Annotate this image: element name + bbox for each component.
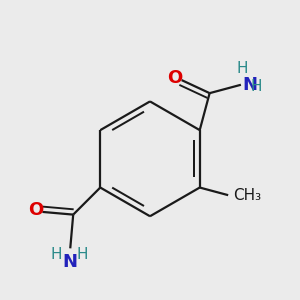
Text: H: H xyxy=(250,79,262,94)
Text: N: N xyxy=(242,76,257,94)
Text: H: H xyxy=(77,247,88,262)
Text: N: N xyxy=(63,253,78,271)
Text: CH₃: CH₃ xyxy=(233,188,262,203)
Text: H: H xyxy=(237,61,248,76)
Text: O: O xyxy=(167,69,182,87)
Text: O: O xyxy=(28,201,44,219)
Text: H: H xyxy=(50,247,62,262)
